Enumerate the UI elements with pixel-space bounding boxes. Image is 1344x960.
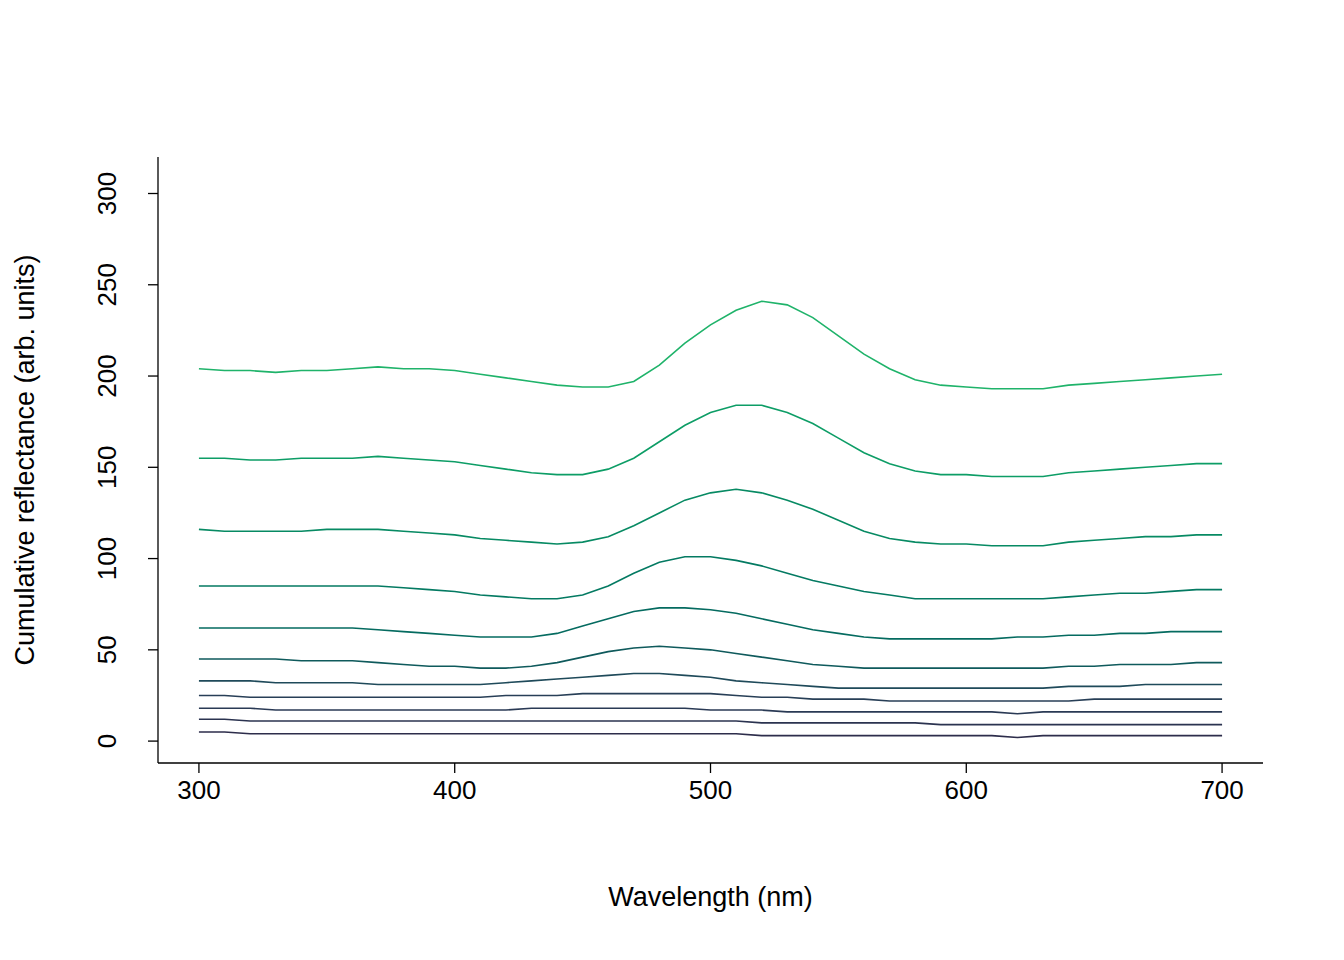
svg-text:200: 200	[92, 354, 122, 397]
svg-text:400: 400	[433, 775, 476, 805]
svg-text:250: 250	[92, 263, 122, 306]
html-text:Cumulative reflectance (arb. u: Cumulative reflectance (arb. units)	[9, 254, 40, 666]
svg-text:50: 50	[92, 635, 122, 664]
svg-text:300: 300	[177, 775, 220, 805]
svg-text:0: 0	[92, 734, 122, 748]
svg-text:700: 700	[1200, 775, 1243, 805]
svg-text:500: 500	[689, 775, 732, 805]
svg-text:100: 100	[92, 537, 122, 580]
svg-text:600: 600	[945, 775, 988, 805]
html-text:Wavelength (nm): Wavelength (nm)	[608, 882, 813, 912]
svg-text:300: 300	[92, 172, 122, 215]
svg-text:150: 150	[92, 446, 122, 489]
